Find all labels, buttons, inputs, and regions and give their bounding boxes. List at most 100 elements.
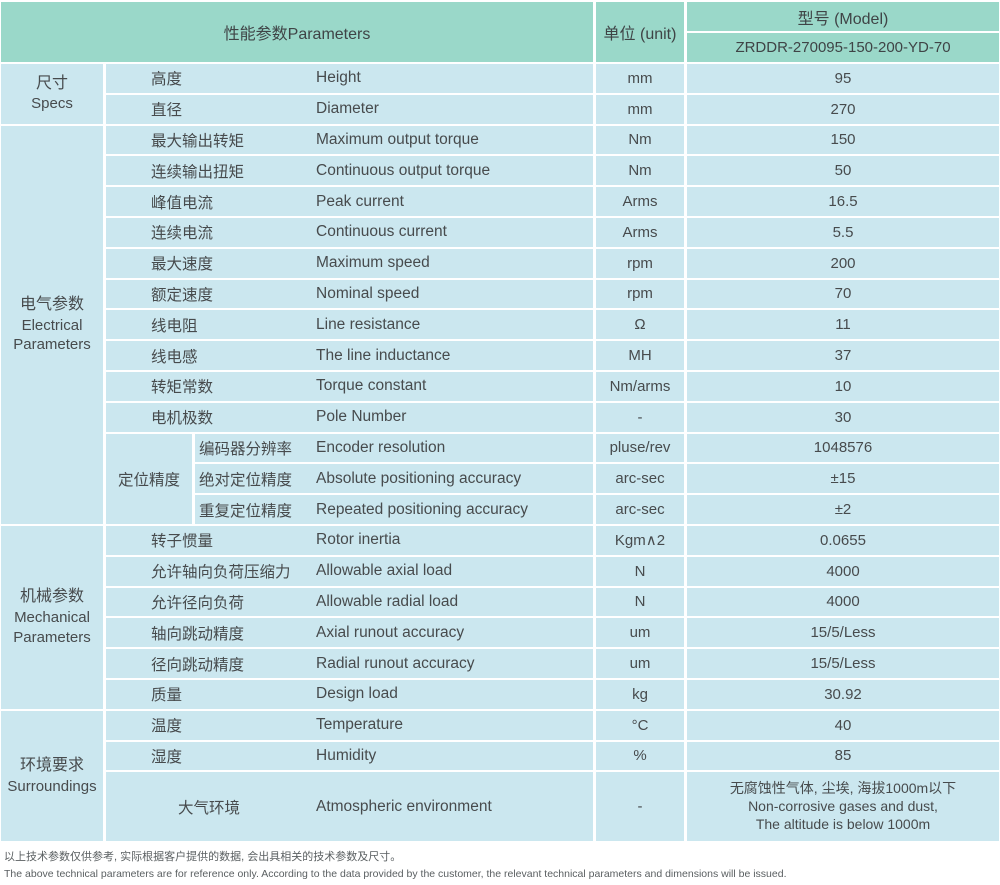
table-body: 尺寸 Specs 高度 Height mm 95 直径 Diameter mm 270 电气参数 El… (1, 64, 999, 842)
row-label-cn: 轴向跳动精度 (151, 625, 245, 643)
spec-row: 径向跳动精度 Radial runout accuracy um 15/5/Less (106, 649, 999, 678)
section-label-en: Parameters (13, 628, 91, 646)
spec-row: 允许径向负荷 Allowable radial load N 4000 (106, 587, 999, 617)
row-value: 40 (687, 710, 999, 740)
row-label-cn: 高度 (151, 71, 183, 89)
section-label-en: Parameters (13, 336, 91, 354)
row-unit: N (596, 587, 684, 617)
row-label-cn: 线电感 (151, 348, 198, 366)
row-label-cn: 连续电流 (151, 225, 214, 243)
row-label-en: Torque constant (316, 377, 427, 395)
row-unit: rpm (596, 279, 684, 309)
section-label-en: Specs (31, 95, 73, 113)
row-value: 15/5/Less (687, 618, 999, 648)
row-label: 转子惯量 Rotor inertia (106, 525, 593, 555)
row-unit: - (596, 402, 684, 432)
spec-row: 最大速度 Maximum speed rpm 200 (106, 248, 999, 278)
row-label-en: Pole Number (316, 408, 407, 426)
subgroup: 定位精度 编码器分辨率 Encoder resolution pluse/rev 104… (106, 433, 999, 524)
row-value-line: The altitude is below 1000m (755, 815, 931, 832)
row-label-cn: 峰值电流 (151, 194, 214, 212)
row-label-en: Line resistance (316, 315, 421, 333)
row-label: 轴向跳动精度 Axial runout accuracy (106, 618, 593, 648)
row-value: 200 (687, 248, 999, 278)
row-unit: pluse/rev (596, 433, 684, 463)
row-label-en: Peak current (316, 192, 404, 210)
section-label-cn: 环境要求 (19, 756, 84, 774)
row-unit: Kgm∧2 (596, 525, 684, 555)
spec-row: 转矩常数 Torque constant Nm/arms 10 (106, 371, 999, 401)
row-label-en: Maximum speed (316, 254, 430, 272)
row-label: 高度 Height (106, 64, 593, 93)
row-unit: Ω (596, 310, 684, 340)
row-label: 最大速度 Maximum speed (106, 248, 593, 278)
spec-table: 性能参数Parameters 单位 (unit) 型号 (Model) ZRDD… (1, 2, 999, 842)
row-unit: arc-sec (596, 464, 684, 494)
row-label-cn: 直径 (151, 102, 183, 120)
row-label-en: Temperature (316, 716, 404, 734)
model-header-column: 型号 (Model) ZRDDR-270095-150-200-YD-70 (687, 2, 999, 62)
section-label-cn: 电气参数 (19, 295, 84, 313)
row-value: 4000 (687, 587, 999, 617)
row-value: 11 (687, 310, 999, 340)
row-label-en: Continuous output torque (316, 161, 491, 179)
parameters-header-cell: 性能参数Parameters (1, 2, 593, 62)
section-label-en: Surroundings (7, 777, 97, 795)
row-label-en: Nominal speed (316, 284, 420, 302)
row-value: 无腐蚀性气体, 尘埃, 海拔1000m以下 Non-corrosive gases… (687, 772, 999, 842)
spec-row: 湿度 Humidity% 85 (106, 741, 999, 771)
row-label-en: Radial runout accuracy (316, 654, 475, 672)
section-label: 机械参数 Mechanical Parameters (1, 525, 103, 709)
section-label-cn: 机械参数 (19, 588, 84, 606)
row-label-en: The line inductance (316, 346, 451, 364)
row-label-cn: 重复定位精度 (199, 502, 293, 520)
row-label-en: Allowable axial load (316, 562, 453, 580)
row-label-cn: 最大输出转矩 (151, 132, 245, 150)
spec-row: 直径 Diameter mm 270 (106, 94, 999, 124)
row-label: 连续输出扭矩 Continuous output torque (106, 156, 593, 186)
section-rows: 最大输出转矩 Maximum output torque Nm 150 连续输出扭矩 Co… (106, 125, 999, 524)
row-value: 15/5/Less (687, 649, 999, 678)
row-label: 直径 Diameter (106, 94, 593, 124)
section-rows: 温度 Temperature °C 40 湿度 Humidity% 85 大气环境 Atmosp… (106, 710, 999, 842)
row-label-en: Axial runout accuracy (316, 623, 465, 641)
row-unit: MH (596, 341, 684, 370)
row-value: ±15 (687, 464, 999, 494)
row-label-cn: 温度 (151, 718, 183, 736)
row-unit: Arms (596, 217, 684, 247)
spec-row: 连续电流 Continuous current Arms 5.5 (106, 217, 999, 247)
row-value: 95 (687, 64, 999, 93)
row-label-cn: 连续输出扭矩 (151, 163, 245, 181)
row-value: 30 (687, 402, 999, 432)
section-label: 环境要求 Surroundings (1, 710, 103, 842)
unit-header-cell: 单位 (unit) (596, 2, 684, 62)
section-surroundings: 环境要求 Surroundings 温度 Temperature °C 40 湿度 Humid… (1, 710, 999, 842)
model-name-cell: ZRDDR-270095-150-200-YD-70 (687, 33, 999, 62)
section-rows: 转子惯量 Rotor inertia Kgm∧2 0.0655 允许轴向负荷压缩力 All… (106, 525, 999, 709)
row-label-cn: 转矩常数 (151, 379, 214, 397)
row-label-cn: 径向跳动精度 (151, 656, 245, 674)
row-label: 电机极数 Pole Number (106, 402, 593, 432)
row-value: 10 (687, 371, 999, 401)
row-label-en: Allowable radial load (316, 592, 459, 610)
spec-row: 大气环境 Atmospheric environment - 无腐蚀性气体, 尘埃, … (106, 772, 999, 842)
spec-row: 温度 Temperature °C 40 (106, 710, 999, 740)
row-unit: rpm (596, 248, 684, 278)
row-label-cn: 电机极数 (151, 410, 214, 428)
row-label: 重复定位精度 Repeated positioning accuracy (195, 495, 593, 524)
table-header: 性能参数Parameters 单位 (unit) 型号 (Model) ZRDD… (1, 2, 999, 62)
row-label: 大气环境 Atmospheric environment (106, 772, 593, 842)
row-unit: Nm (596, 156, 684, 186)
row-label-cn: 绝对定位精度 (199, 471, 293, 489)
spec-row: 峰值电流 Peak current Arms 16.5 (106, 187, 999, 216)
row-label: 允许轴向负荷压缩力 Allowable axial load (106, 556, 593, 586)
spec-row: 最大输出转矩 Maximum output torque Nm 150 (106, 125, 999, 155)
row-value-line: 无腐蚀性气体, 尘埃, 海拔1000m以下 (729, 779, 957, 796)
row-value: ±2 (687, 495, 999, 524)
row-unit: Arms (596, 187, 684, 216)
row-unit: um (596, 649, 684, 678)
row-label: 连续电流 Continuous current (106, 217, 593, 247)
row-label-cn: 最大速度 (151, 256, 214, 274)
subgroup-label: 定位精度 (106, 433, 192, 524)
